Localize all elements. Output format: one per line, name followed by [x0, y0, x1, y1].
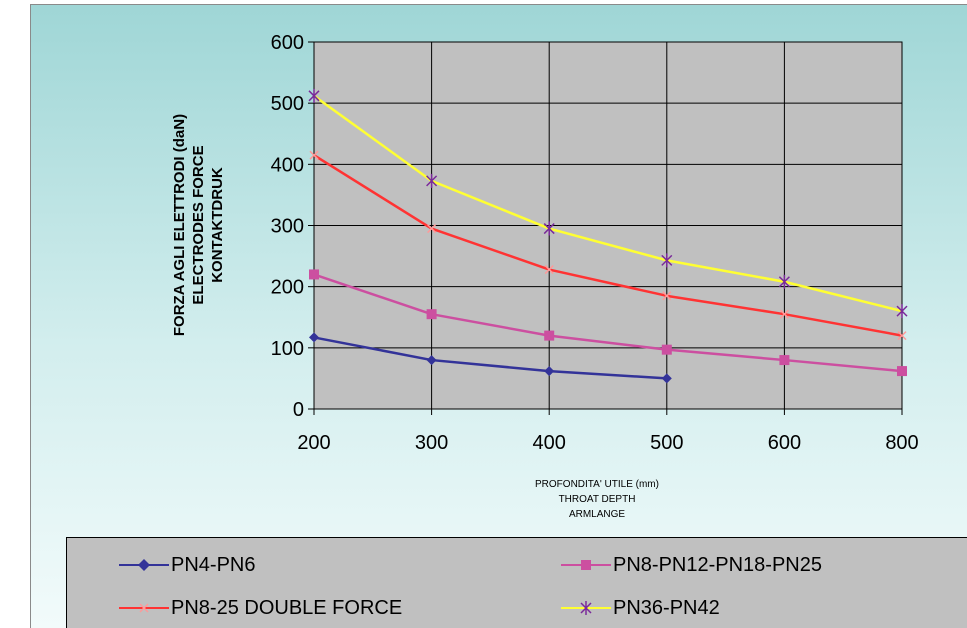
legend-marker-x: [119, 603, 169, 613]
y-axis-label: KONTAKTDRUK: [209, 167, 226, 283]
x-tick-label: 800: [885, 432, 918, 454]
y-tick-label: 400: [271, 154, 304, 176]
data-point-square: [309, 269, 319, 280]
legend-item-pn8-pn25: PN8-PN12-PN18-PN25: [559, 552, 822, 578]
legend-item-pn8-25-double-force: PN8-25 DOUBLE FORCE: [117, 595, 402, 621]
data-point-x: [427, 224, 437, 234]
data-point-square: [426, 309, 437, 320]
data-point-diamond: [309, 332, 319, 343]
data-point-x: [662, 291, 672, 301]
x-tick-label: 600: [768, 432, 801, 454]
data-point-x: [544, 265, 554, 275]
x-axis-label: PROFONDITA' UTILE (mm): [535, 479, 659, 490]
x-tick-label: 400: [533, 432, 566, 454]
legend: PN4-PN6 PN8-PN12-PN18-PN25 PN8-25 DOUBLE…: [66, 537, 967, 628]
data-point-square: [661, 344, 672, 355]
legend-marker-diamond: [119, 559, 169, 571]
data-point-diamond: [661, 373, 672, 384]
y-tick-label: 100: [271, 338, 304, 360]
series-line: [313, 94, 903, 313]
x-axis-label: ARMLANGE: [569, 509, 625, 520]
legend-marker-square: [561, 560, 611, 570]
data-point-diamond: [426, 355, 437, 366]
data-point-x: [897, 331, 907, 341]
y-axis-label: ELECTRODES FORCE: [190, 145, 207, 304]
series-line: [313, 273, 903, 373]
x-tick-label: 300: [415, 432, 448, 454]
data-point-star: [778, 274, 790, 289]
data-point-diamond: [544, 366, 555, 377]
legend-label: PN8-25 DOUBLE FORCE: [171, 596, 403, 619]
y-tick-label: 500: [271, 93, 304, 115]
data-point-x: [779, 309, 789, 319]
series-line: [313, 336, 667, 380]
data-point-star: [543, 221, 555, 236]
y-tick-label: 200: [271, 277, 304, 299]
data-point-x: [309, 150, 319, 160]
y-tick-label: 600: [271, 32, 304, 54]
data-point-square: [897, 366, 907, 377]
data-point-star: [661, 253, 673, 268]
data-point-square: [544, 330, 555, 341]
legend-marker-star: [561, 601, 611, 615]
y-axis-label: FORZA AGLI ELETTRODI (daN): [171, 114, 188, 336]
y-tick-label: 300: [271, 216, 304, 238]
x-tick-label: 200: [297, 432, 330, 454]
legend-label: PN8-PN12-PN18-PN25: [613, 553, 822, 576]
x-axis-label: THROAT DEPTH: [559, 494, 636, 505]
x-tick-label: 500: [650, 432, 683, 454]
series-line: [313, 154, 903, 337]
data-point-star: [896, 304, 908, 319]
legend-label: PN36-PN42: [613, 596, 720, 619]
data-point-square: [779, 355, 790, 366]
legend-item-pn4-pn6: PN4-PN6: [117, 552, 255, 578]
data-point-star: [426, 173, 438, 188]
data-point-star: [308, 88, 320, 103]
legend-label: PN4-PN6: [171, 553, 256, 576]
y-tick-label: 0: [293, 399, 304, 421]
legend-item-pn36-pn42: PN36-PN42: [559, 595, 720, 621]
